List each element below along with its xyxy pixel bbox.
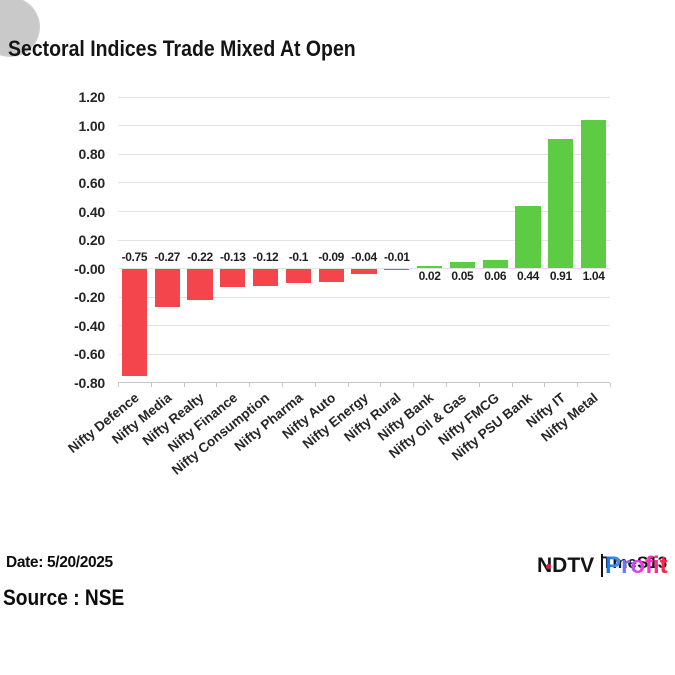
bar xyxy=(416,265,443,269)
x-axis-tick xyxy=(216,382,218,388)
y-tick-label: -0.80 xyxy=(74,374,105,391)
bar xyxy=(449,261,476,269)
y-tick-label: 1.20 xyxy=(78,89,106,106)
x-axis-tick xyxy=(118,382,119,388)
date-label: Date: 5/20/2025 xyxy=(6,554,113,571)
profit-logo-text: Profit xyxy=(605,552,668,579)
bar-value-label: 0.05 xyxy=(451,268,474,283)
x-axis-tick xyxy=(544,382,546,388)
gridline xyxy=(118,239,610,241)
x-axis-tick xyxy=(446,382,447,388)
bar xyxy=(515,205,541,269)
bar-value-label: -0.09 xyxy=(318,250,344,265)
x-axis-tick xyxy=(150,382,152,388)
logo-separator-bar xyxy=(601,554,603,577)
gridline xyxy=(118,353,610,355)
x-axis-tick xyxy=(347,382,349,388)
bar xyxy=(351,269,377,275)
x-axis-tick xyxy=(249,382,251,388)
bar-value-label: -0.04 xyxy=(351,250,377,265)
y-tick-label: -0.20 xyxy=(74,289,105,306)
bar xyxy=(187,269,213,301)
x-axis-tick xyxy=(478,382,480,388)
x-axis-tick xyxy=(413,382,415,388)
bar xyxy=(548,138,574,269)
y-tick-label: 1.00 xyxy=(78,117,106,134)
gridline xyxy=(118,211,610,213)
bar xyxy=(384,269,410,271)
ndtv-logo-text: NDTV xyxy=(537,554,595,577)
gridline xyxy=(118,125,610,127)
bar xyxy=(580,120,607,269)
bar-value-label: 0.02 xyxy=(418,268,441,283)
y-tick-label: -0.00 xyxy=(74,260,105,277)
bar xyxy=(285,269,312,283)
gridline xyxy=(118,325,610,327)
gridline xyxy=(118,153,610,155)
x-axis-tick xyxy=(610,382,611,388)
bar xyxy=(220,269,246,288)
bar-value-label: -0.13 xyxy=(219,250,246,265)
bar-value-label: -0.1 xyxy=(288,250,309,265)
logo-artifact-text: TmeS13 xyxy=(602,553,667,573)
chart-title: Sectoral Indices Trade Mixed At Open xyxy=(8,36,356,61)
gridline xyxy=(118,296,610,298)
bar xyxy=(154,269,180,308)
x-axis-tick xyxy=(511,382,513,388)
bar xyxy=(318,269,344,282)
bar xyxy=(482,260,508,269)
x-axis-tick xyxy=(282,382,283,388)
ndtv-red-dot-icon xyxy=(546,564,551,569)
y-tick-label: 0.20 xyxy=(78,232,106,249)
x-axis-tick xyxy=(314,382,316,388)
y-tick-label: 0.80 xyxy=(78,146,106,163)
bar-value-label: 0.44 xyxy=(517,268,539,283)
x-axis-line xyxy=(118,382,610,384)
bar-value-label: 0.06 xyxy=(484,268,507,283)
gridline xyxy=(118,268,610,270)
bar-value-label: -0.12 xyxy=(252,250,279,265)
y-tick-label: 0.60 xyxy=(78,174,106,191)
x-axis-tick xyxy=(380,382,382,388)
x-axis-tick xyxy=(577,382,579,388)
bar-value-label: 1.04 xyxy=(582,268,605,283)
y-tick-label: 0.40 xyxy=(78,203,106,220)
y-tick-label: -0.40 xyxy=(74,317,105,334)
gridline xyxy=(118,182,610,184)
bar xyxy=(121,269,148,376)
bar-value-label: -0.22 xyxy=(187,250,213,265)
gridline xyxy=(118,96,610,98)
bar-value-label: -0.75 xyxy=(121,250,148,265)
bar-value-label: 0.91 xyxy=(549,268,572,283)
bar xyxy=(252,269,279,286)
source-label: Source : NSE xyxy=(3,585,125,610)
bar-value-label: -0.27 xyxy=(154,250,180,265)
x-axis-tick xyxy=(183,382,185,388)
bar-value-label: -0.01 xyxy=(383,250,410,265)
y-tick-label: -0.60 xyxy=(74,346,105,363)
